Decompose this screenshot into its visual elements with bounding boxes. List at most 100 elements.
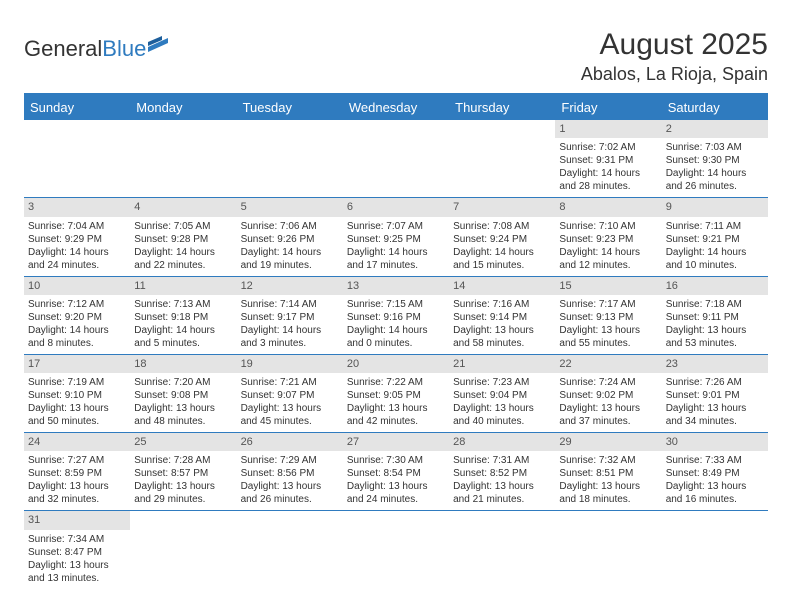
day-number: 7 [449,198,555,216]
day-info-line: Daylight: 13 hours [134,480,232,493]
day-info-line: Daylight: 14 hours [241,324,339,337]
day-cell: 10Sunrise: 7:12 AMSunset: 9:20 PMDayligh… [24,277,130,354]
day-info-line: Daylight: 14 hours [666,246,764,259]
header: GeneralBlue August 2025 Abalos, La Rioja… [24,28,768,85]
week-row: 17Sunrise: 7:19 AMSunset: 9:10 PMDayligh… [24,355,768,433]
day-number: 20 [343,355,449,373]
day-info-line: and 19 minutes. [241,259,339,272]
day-number: 12 [237,277,343,295]
day-info-line: Daylight: 13 hours [559,480,657,493]
weeks-container: 1Sunrise: 7:02 AMSunset: 9:31 PMDaylight… [24,120,768,589]
day-cell: 3Sunrise: 7:04 AMSunset: 9:29 PMDaylight… [24,198,130,275]
day-info-line: Sunset: 9:10 PM [28,389,126,402]
logo-text-part2: Blue [102,36,146,62]
day-info-line: Sunrise: 7:30 AM [347,454,445,467]
day-cell: 30Sunrise: 7:33 AMSunset: 8:49 PMDayligh… [662,433,768,510]
day-info-line: and 55 minutes. [559,337,657,350]
day-info-line: Sunrise: 7:23 AM [453,376,551,389]
day-info-line: Daylight: 14 hours [559,246,657,259]
day-cell: 28Sunrise: 7:31 AMSunset: 8:52 PMDayligh… [449,433,555,510]
day-info-line: and 18 minutes. [559,493,657,506]
day-info-line: and 53 minutes. [666,337,764,350]
day-info-line: Sunset: 9:16 PM [347,311,445,324]
day-info-line: and 32 minutes. [28,493,126,506]
day-info-line: and 10 minutes. [666,259,764,272]
day-cell: 31Sunrise: 7:34 AMSunset: 8:47 PMDayligh… [24,511,130,588]
day-info-line: Daylight: 14 hours [347,246,445,259]
day-info-line: Daylight: 13 hours [559,402,657,415]
day-info-line: Sunset: 9:14 PM [453,311,551,324]
dow-row: SundayMondayTuesdayWednesdayThursdayFrid… [24,95,768,120]
day-cell: 17Sunrise: 7:19 AMSunset: 9:10 PMDayligh… [24,355,130,432]
day-info-line: Sunrise: 7:16 AM [453,298,551,311]
day-info-line: Sunrise: 7:15 AM [347,298,445,311]
day-number: 18 [130,355,236,373]
day-number: 23 [662,355,768,373]
day-cell: 4Sunrise: 7:05 AMSunset: 9:28 PMDaylight… [130,198,236,275]
day-number: 22 [555,355,661,373]
day-info-line: Sunset: 8:57 PM [134,467,232,480]
day-info-line: Daylight: 14 hours [134,324,232,337]
day-info-line: and 13 minutes. [28,572,126,585]
month-title: August 2025 [581,28,768,62]
day-info-line: Sunrise: 7:29 AM [241,454,339,467]
week-row: 10Sunrise: 7:12 AMSunset: 9:20 PMDayligh… [24,277,768,355]
day-cell: 19Sunrise: 7:21 AMSunset: 9:07 PMDayligh… [237,355,343,432]
week-row: 24Sunrise: 7:27 AMSunset: 8:59 PMDayligh… [24,433,768,511]
day-info-line: Sunset: 9:31 PM [559,154,657,167]
day-cell-empty [343,120,449,197]
day-info-line: Daylight: 14 hours [134,246,232,259]
title-block: August 2025 Abalos, La Rioja, Spain [581,28,768,85]
day-info-line: Sunrise: 7:11 AM [666,220,764,233]
day-info-line: Sunset: 9:13 PM [559,311,657,324]
day-info-line: and 21 minutes. [453,493,551,506]
day-info-line: Sunrise: 7:26 AM [666,376,764,389]
day-info-line: Sunset: 9:23 PM [559,233,657,246]
day-info-line: Sunrise: 7:04 AM [28,220,126,233]
day-cell-empty [130,511,236,588]
dow-cell: Sunday [24,95,130,120]
day-number: 5 [237,198,343,216]
day-info-line: Sunset: 9:24 PM [453,233,551,246]
day-info-line: Sunrise: 7:02 AM [559,141,657,154]
day-info-line: Daylight: 13 hours [666,480,764,493]
day-info-line: Daylight: 14 hours [347,324,445,337]
day-info-line: Sunset: 9:08 PM [134,389,232,402]
day-cell: 13Sunrise: 7:15 AMSunset: 9:16 PMDayligh… [343,277,449,354]
day-info-line: Sunset: 9:05 PM [347,389,445,402]
day-info-line: Sunrise: 7:28 AM [134,454,232,467]
day-cell: 27Sunrise: 7:30 AMSunset: 8:54 PMDayligh… [343,433,449,510]
day-info-line: Sunrise: 7:31 AM [453,454,551,467]
day-info-line: and 37 minutes. [559,415,657,428]
day-cell-empty [237,511,343,588]
day-cell: 29Sunrise: 7:32 AMSunset: 8:51 PMDayligh… [555,433,661,510]
day-info-line: and 50 minutes. [28,415,126,428]
day-cell: 5Sunrise: 7:06 AMSunset: 9:26 PMDaylight… [237,198,343,275]
day-info-line: and 22 minutes. [134,259,232,272]
day-info-line: Sunrise: 7:33 AM [666,454,764,467]
day-info-line: Daylight: 14 hours [28,324,126,337]
day-cell: 8Sunrise: 7:10 AMSunset: 9:23 PMDaylight… [555,198,661,275]
day-info-line: Sunrise: 7:06 AM [241,220,339,233]
day-info-line: Daylight: 13 hours [559,324,657,337]
day-info-line: and 15 minutes. [453,259,551,272]
day-info-line: Daylight: 13 hours [666,324,764,337]
day-info-line: and 3 minutes. [241,337,339,350]
day-info-line: Daylight: 14 hours [241,246,339,259]
week-row: 3Sunrise: 7:04 AMSunset: 9:29 PMDaylight… [24,198,768,276]
day-info-line: Sunrise: 7:20 AM [134,376,232,389]
day-number: 27 [343,433,449,451]
day-info-line: Sunset: 9:25 PM [347,233,445,246]
day-cell: 26Sunrise: 7:29 AMSunset: 8:56 PMDayligh… [237,433,343,510]
day-info-line: and 58 minutes. [453,337,551,350]
day-info-line: Sunset: 8:59 PM [28,467,126,480]
day-info-line: Daylight: 13 hours [453,402,551,415]
day-info-line: Sunrise: 7:08 AM [453,220,551,233]
day-info-line: and 45 minutes. [241,415,339,428]
day-info-line: Sunrise: 7:27 AM [28,454,126,467]
logo: GeneralBlue [24,36,174,62]
day-info-line: and 8 minutes. [28,337,126,350]
day-info-line: Sunrise: 7:14 AM [241,298,339,311]
day-info-line: Sunset: 9:29 PM [28,233,126,246]
day-number: 16 [662,277,768,295]
